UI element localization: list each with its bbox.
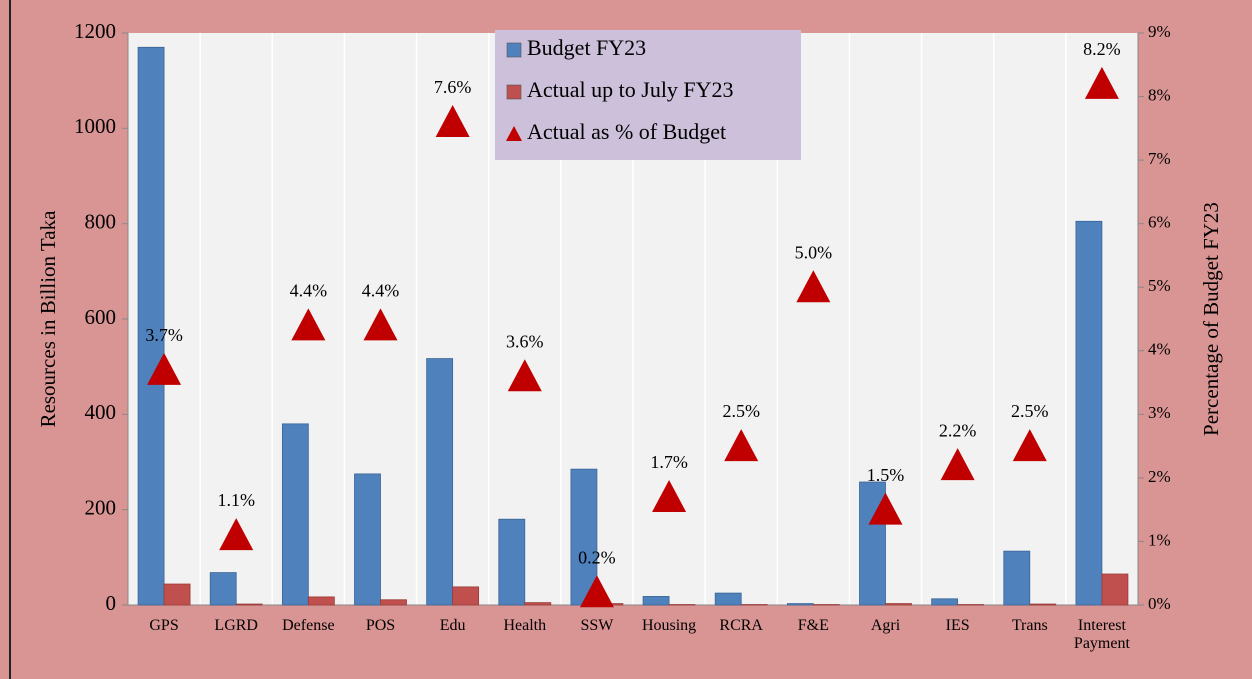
- data-label: 2.2%: [939, 420, 977, 440]
- bar: [498, 518, 526, 606]
- triangle-marker: [796, 270, 831, 303]
- bar: [452, 586, 480, 606]
- bar: [931, 598, 959, 606]
- legend-box: [495, 30, 801, 160]
- bar: [1075, 220, 1103, 606]
- data-label: 2.5%: [722, 401, 760, 421]
- data-label: 3.6%: [506, 331, 544, 351]
- bar: [281, 423, 309, 606]
- data-label: 1.7%: [650, 452, 688, 472]
- x-tick-label: LGRD: [214, 617, 258, 634]
- bar: [642, 596, 670, 606]
- triangle-marker: [1084, 66, 1119, 99]
- legend-marker: [506, 126, 522, 141]
- legend-label: Budget FY23: [527, 35, 646, 60]
- bar: [307, 596, 335, 606]
- x-tick-label: POS: [365, 617, 396, 634]
- triangle-marker: [147, 352, 182, 385]
- y-tick-label: 400: [85, 400, 117, 424]
- data-label: 3.7%: [145, 325, 183, 345]
- data-label: 4.4%: [290, 280, 328, 300]
- bar: [1029, 603, 1057, 606]
- triangle-marker: [291, 308, 326, 341]
- triangle-marker: [435, 104, 470, 137]
- y2-tick-label: 5%: [1148, 276, 1171, 295]
- y-axis-title: Resources in Billion Taka: [36, 210, 60, 428]
- x-tick-label: Edu: [439, 617, 466, 634]
- y-tick-label: 200: [85, 495, 117, 519]
- y-tick-label: 800: [85, 209, 117, 233]
- data-label: 5.0%: [795, 242, 833, 262]
- y2-tick-label: 3%: [1148, 403, 1171, 422]
- bar: [426, 358, 454, 606]
- bar: [714, 592, 742, 606]
- x-tick-label: Defense: [282, 617, 335, 634]
- x-tick-label: GPS: [149, 617, 179, 634]
- triangle-marker: [652, 479, 687, 512]
- y2-axis-title: Percentage of Budget FY23: [1199, 202, 1223, 436]
- y-tick-label: 0: [106, 591, 117, 615]
- y2-tick-label: 4%: [1148, 340, 1171, 359]
- bar: [380, 599, 407, 606]
- triangle-marker: [363, 308, 398, 341]
- x-tick-label: SSW: [580, 617, 614, 634]
- x-tick-label: IES: [945, 617, 970, 634]
- data-label: 8.2%: [1083, 39, 1121, 59]
- y2-tick-label: 1%: [1148, 530, 1171, 549]
- y-tick-label: 1000: [74, 114, 116, 138]
- x-tick-label: Health: [503, 617, 547, 634]
- legend-label: Actual as % of Budget: [527, 119, 726, 144]
- x-tick-label: F&E: [797, 617, 829, 634]
- bar: [524, 602, 552, 606]
- bar: [570, 468, 598, 606]
- data-label: 4.4%: [362, 280, 400, 300]
- y-tick-label: 600: [85, 305, 117, 329]
- triangle-marker: [724, 429, 759, 462]
- y2-tick-label: 6%: [1148, 213, 1171, 232]
- legend-label: Actual up to July FY23: [527, 77, 734, 102]
- data-label: 7.6%: [434, 77, 472, 97]
- y-tick-label: 1200: [74, 19, 116, 43]
- bar: [885, 603, 912, 606]
- triangle-marker: [219, 518, 254, 551]
- x-tick-label: Trans: [1011, 617, 1048, 634]
- data-label: 0.2%: [578, 547, 616, 567]
- x-tick-label: Agri: [870, 617, 901, 634]
- data-label: 2.5%: [1011, 401, 1049, 421]
- y2-tick-label: 7%: [1148, 149, 1171, 168]
- bar: [209, 572, 237, 606]
- y2-tick-label: 9%: [1148, 22, 1171, 41]
- bar: [235, 603, 263, 606]
- y2-tick-label: 0%: [1148, 594, 1171, 613]
- legend-marker: [506, 42, 522, 58]
- legend-marker: [506, 84, 522, 100]
- y2-tick-label: 2%: [1148, 467, 1171, 486]
- triangle-marker: [579, 575, 614, 608]
- x-tick-label: Interest Payment: [1073, 617, 1130, 652]
- bar: [786, 603, 814, 606]
- bar: [163, 583, 191, 606]
- triangle-marker: [1012, 429, 1047, 462]
- data-label: 1.5%: [867, 465, 905, 485]
- bar: [354, 473, 381, 606]
- x-tick-label: Housing: [641, 617, 697, 634]
- triangle-marker: [507, 359, 542, 392]
- bar: [1101, 573, 1129, 606]
- data-label: 1.1%: [217, 490, 255, 510]
- triangle-marker: [868, 492, 903, 525]
- bar: [137, 46, 165, 606]
- bar: [1003, 550, 1031, 606]
- y2-tick-label: 8%: [1148, 85, 1171, 104]
- triangle-marker: [940, 448, 975, 481]
- x-tick-label: RCRA: [719, 617, 763, 634]
